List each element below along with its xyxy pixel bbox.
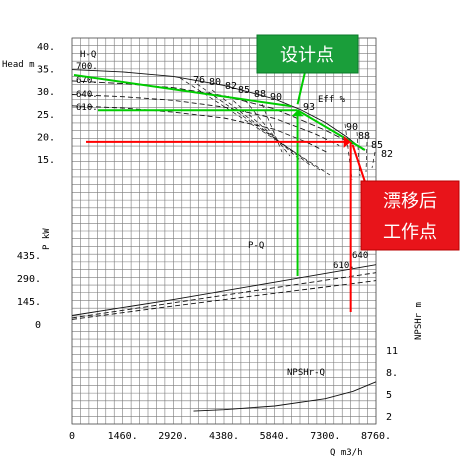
head-diameter-label: 670. — [76, 76, 98, 86]
operating-point-arrowhead — [343, 135, 351, 148]
series-pq-line — [71, 280, 377, 320]
design-point-label-box — [256, 34, 359, 74]
npsh-axis-label: NPSHr m — [414, 302, 424, 340]
efficiency-label: 90 — [346, 122, 358, 133]
efficiency-label: 76 — [193, 75, 205, 86]
design-point-callout-line — [296, 71, 306, 105]
power-tick-label: 0 — [35, 320, 41, 331]
efficiency-label: 88 — [358, 131, 370, 142]
head-diameter-label: 640. — [76, 90, 98, 100]
head-tick-label: 40. — [37, 42, 55, 53]
series-pq-line — [71, 272, 377, 319]
series-pq-line — [71, 264, 377, 316]
flow-tick-label: 2920. — [158, 431, 188, 442]
flow-tick-label: 7300. — [310, 431, 340, 442]
operating-point-label-line2: 工作点 — [383, 222, 437, 243]
power-diameter-label: 640 — [352, 251, 368, 261]
efficiency-curve-label: Eff % — [318, 95, 346, 105]
flow-tick-label: 4380. — [209, 431, 239, 442]
head-axis-label: Head m — [2, 60, 35, 70]
efficiency-label: 85 — [238, 85, 250, 96]
efficiency-iso-line — [365, 141, 368, 173]
efficiency-peak-label: 93 — [303, 102, 315, 113]
chart-tick-labels: 40. 35. 30. 25. 20. 15. Head m 435. 290. 145. 0 P k… — [2, 42, 424, 458]
head-tick-label: 25. — [37, 110, 55, 121]
head-tick-label: 35. — [37, 65, 55, 76]
design-point-arrowhead — [291, 110, 304, 117]
efficiency-iso-line — [344, 123, 353, 181]
hq-curve-label: H-Q — [80, 50, 96, 60]
efficiency-iso-line — [356, 131, 361, 177]
efficiency-label: 82 — [225, 81, 237, 92]
power-tick-label: 435. — [17, 251, 41, 262]
flow-tick-label: 8760. — [361, 431, 391, 442]
head-tick-label: 20. — [37, 132, 55, 143]
npsh-tick-label: 5 — [386, 390, 392, 401]
flow-tick-label: 0 — [69, 431, 75, 442]
efficiency-label: 90 — [270, 92, 282, 103]
power-tick-label: 145. — [17, 297, 41, 308]
power-diameter-label: 610. — [333, 261, 355, 271]
efficiency-label: 88 — [254, 89, 266, 100]
power-axis-label: P kW — [42, 228, 52, 250]
npsh-tick-label: 2 — [386, 412, 392, 423]
efficiency-iso-line — [261, 103, 283, 153]
efficiency-label: 80 — [209, 77, 221, 88]
design-point-curve-highlight — [73, 74, 292, 108]
design-point-label: 设计点 — [280, 45, 334, 66]
operating-point-callout-line — [351, 144, 366, 183]
npsh-tick-label: 11 — [386, 346, 398, 357]
operating-point-label-box — [360, 180, 460, 251]
series-hq-line — [71, 94, 340, 146]
power-tick-label: 290. — [17, 274, 41, 285]
pq-curve-label: P-Q — [248, 241, 264, 251]
flow-axis-label: Q m3/h — [330, 448, 363, 458]
flow-tick-label: 1460. — [108, 431, 138, 442]
flow-tick-label: 5840. — [260, 431, 290, 442]
efficiency-iso-line — [371, 151, 376, 169]
series-hq-line — [71, 80, 354, 145]
head-diameter-label: 700. — [76, 62, 98, 72]
head-tick-label: 30. — [37, 87, 55, 98]
series-hq-line — [71, 69, 364, 151]
series-npsh-line — [193, 381, 377, 412]
efficiency-iso-line — [244, 99, 291, 157]
efficiency-label: 82 — [381, 149, 393, 160]
design-point-curve-highlight — [297, 109, 366, 151]
efficiency-label: 85 — [371, 140, 383, 151]
operating-point-label-line1: 漂移后 — [383, 191, 437, 212]
head-diameter-label: 610. — [76, 103, 98, 113]
efficiency-iso-line — [227, 95, 301, 161]
npsh-tick-label: 8. — [386, 368, 398, 379]
head-tick-label: 15. — [37, 155, 55, 166]
npsh-curve-label: NPSHr-Q — [287, 368, 325, 378]
